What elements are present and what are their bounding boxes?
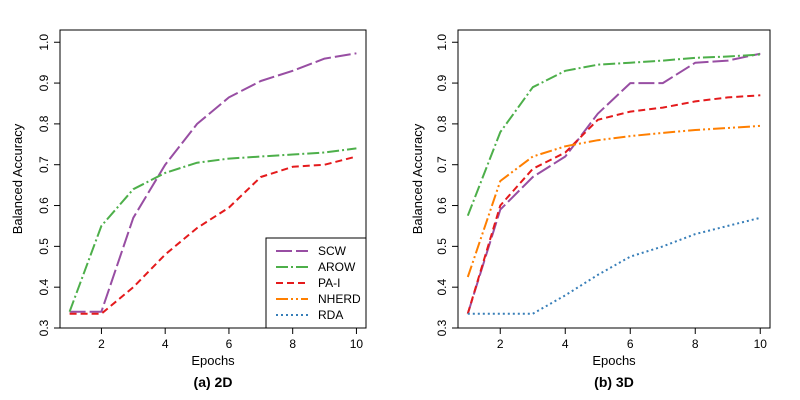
panel-b-ytick-label: 0.9 — [435, 74, 449, 91]
legend-label: AROW — [318, 260, 356, 274]
panel-a-series-pa-i — [69, 155, 357, 315]
panel-b-plot-frame — [457, 29, 771, 329]
panel-a-caption: (a) 2D — [194, 374, 233, 390]
panel-a-ytick-label: 0.6 — [37, 197, 51, 214]
panel-a-ytick-label: 0.9 — [37, 74, 51, 91]
panel-a-xtick-label: 4 — [162, 337, 169, 351]
panel-b-ylabel: Balanced Accuracy — [410, 123, 425, 234]
panel-b-series-nherd — [466, 124, 761, 278]
panel-a-ytick-label: 1.0 — [37, 34, 51, 51]
panel-b-ytick-label: 0.6 — [435, 197, 449, 214]
panel-a-xtick-label: 8 — [289, 337, 296, 351]
legend-label: RDA — [318, 308, 343, 322]
panel-a-ytick-label: 0.4 — [37, 279, 51, 296]
panel-a-marks: 2 4 6 8 10 0.3 0.4 0.5 0.6 0.7 0.8 0.9 1.0 — [37, 34, 363, 351]
panel-b: 2 4 6 8 10 0.3 0.4 0.5 0.6 0.7 0.8 0.9 1.0 Epochs Ba… — [410, 29, 771, 390]
panel-a-ytick-label: 0.5 — [37, 238, 51, 255]
panel-b-caption: (b) 3D — [594, 374, 634, 390]
panel-b-xtick-label: 2 — [497, 337, 504, 351]
panel-b-xtick-label: 10 — [754, 337, 768, 351]
panel-a-legend: SCW AROW PA-I NHERD RDA — [265, 237, 367, 329]
panel-b-series-scw — [466, 52, 761, 314]
panel-b-ytick-label: 0.8 — [435, 115, 449, 132]
legend-label: PA-I — [318, 276, 340, 290]
panel-b-xtick-label: 6 — [627, 337, 634, 351]
panel-b-ytick-label: 0.4 — [435, 279, 449, 296]
panel-a-plot-frame — [59, 29, 367, 329]
panel-b-xtick-label: 4 — [562, 337, 569, 351]
panel-b-ytick-label: 0.3 — [435, 319, 449, 336]
panel-b-series-rda — [467, 216, 761, 315]
panel-a-ytick-label: 0.8 — [37, 115, 51, 132]
panel-b-series-arow — [466, 53, 761, 217]
panel-b-ytick-label: 0.5 — [435, 238, 449, 255]
panel-a-ylabel: Balanced Accuracy — [10, 123, 25, 234]
panel-b-xtick-label: 8 — [692, 337, 699, 351]
legend-label: SCW — [318, 244, 347, 258]
panel-b-ytick-label: 0.7 — [435, 156, 449, 173]
panel-b-ytick-label: 1.0 — [435, 34, 449, 51]
panel-a-xtick-label: 10 — [350, 337, 364, 351]
legend-label: NHERD — [318, 292, 361, 306]
panel-a-ytick-label: 0.3 — [37, 319, 51, 336]
panel-a-xlabel: Epochs — [191, 353, 235, 368]
panel-b-xlabel: Epochs — [592, 353, 636, 368]
panel-a-ytick-label: 0.7 — [37, 156, 51, 173]
panel-a-series-arow — [68, 147, 357, 313]
panel-a: 2 4 6 8 10 0.3 0.4 0.5 0.6 0.7 0.8 0.9 1.0 Epochs Ba… — [10, 29, 367, 390]
panel-b-series-pa-i — [466, 94, 761, 314]
panel-a-xtick-label: 6 — [226, 337, 233, 351]
panel-a-xtick-label: 2 — [98, 337, 105, 351]
panel-b-marks: 2 4 6 8 10 0.3 0.4 0.5 0.6 0.7 0.8 0.9 1.0 — [435, 34, 767, 351]
panel-a-series-scw — [69, 52, 357, 313]
